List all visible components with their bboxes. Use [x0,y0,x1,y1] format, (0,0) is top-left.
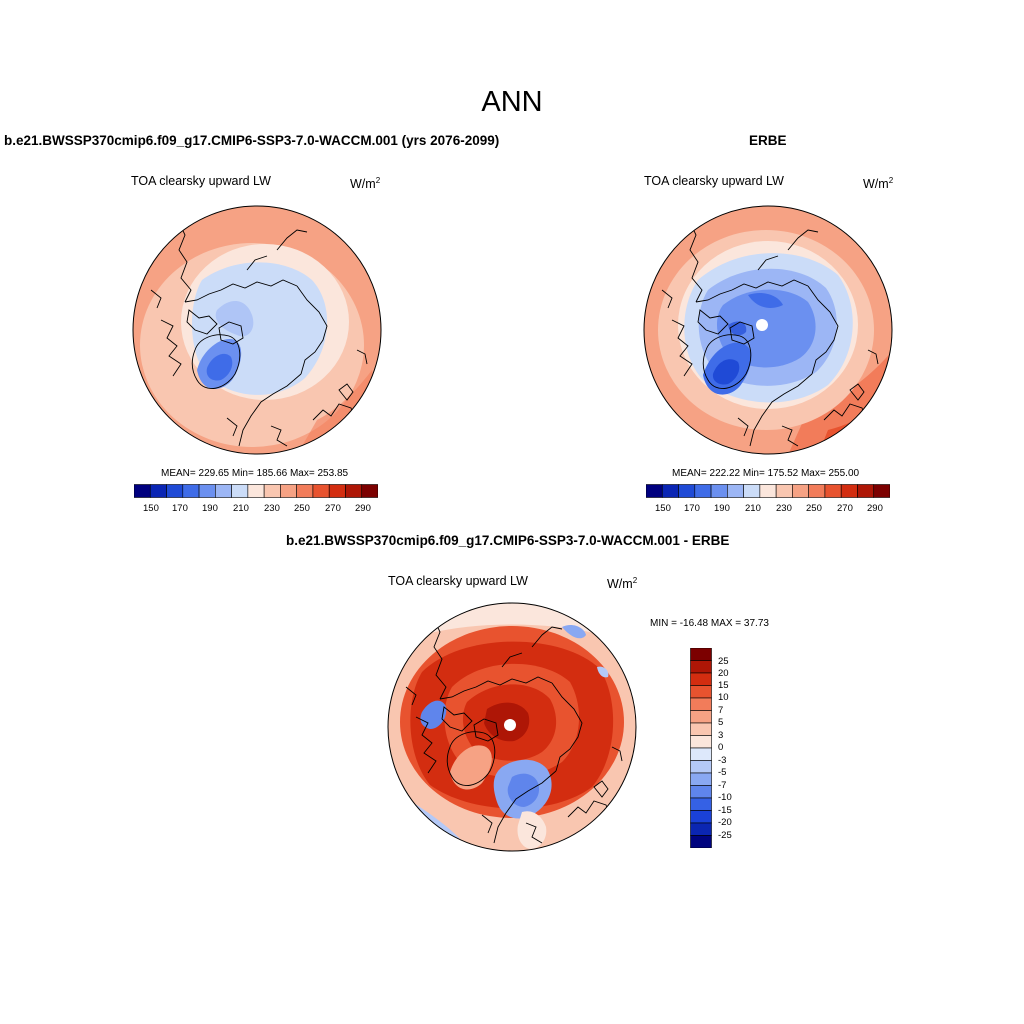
diff-colorbar-tick: 10 [718,692,729,703]
colorbar-box [678,484,696,498]
colorbar-box [646,484,663,498]
colorbar-box [710,484,728,498]
colorbar-box [312,484,330,498]
diff-colorbar-tick: 20 [718,668,729,679]
colorbar-box [690,722,712,736]
colorbar-box [690,822,712,836]
model-colorbar [134,484,378,498]
colorbar-box [231,484,249,498]
diff-colorbar [690,648,712,848]
colorbar-box [345,484,363,498]
colorbar-box [792,484,809,498]
obs-colorbar-tick: 270 [837,503,853,514]
colorbar-box [690,797,712,811]
figure-title: ANN [481,86,543,118]
diff-colorbar-tick: 5 [718,717,724,728]
model-colorbar-tick: 290 [355,503,371,514]
colorbar-box [328,484,346,498]
colorbar-box [690,735,712,749]
obs-colorbar [646,484,890,498]
obs-colorbar-tick: 290 [867,503,883,514]
colorbar-box [690,672,712,686]
colorbar-box [824,484,842,498]
diff-colorbar-tick: 3 [718,730,724,741]
colorbar-box [840,484,858,498]
diff-colorbar-tick: -15 [718,805,732,816]
colorbar-box [361,484,378,498]
obs-colorbar-tick: 210 [745,503,761,514]
diff-colorbar-tick: 0 [718,742,724,753]
colorbar-box [263,484,281,498]
obs-units-label: W/m2 [863,176,894,192]
diff-panel-title: b.e21.BWSSP370cmip6.f09_g17.CMIP6-SSP3-7… [286,533,730,548]
colorbar-box [247,484,265,498]
diff-colorbar-tick: -7 [718,780,727,791]
colorbar-box [873,484,890,498]
obs-panel-title: ERBE [749,133,787,148]
diff-colorbar-tick: -10 [718,792,732,803]
obs-polar-map [643,205,893,455]
colorbar-box [134,484,151,498]
colorbar-box [661,484,679,498]
diff-colorbar-tick: 25 [718,656,729,667]
colorbar-box [690,810,712,824]
diff-colorbar-tick: -25 [718,830,732,841]
colorbar-box [690,697,712,711]
diff-polar-map [387,602,637,852]
model-colorbar-tick: 150 [143,503,159,514]
model-panel-title: b.e21.BWSSP370cmip6.f09_g17.CMIP6-SSP3-7… [4,133,500,148]
obs-colorbar-tick: 190 [714,503,730,514]
colorbar-box [690,835,712,848]
obs-colorbar-tick: 170 [684,503,700,514]
colorbar-box [166,484,184,498]
colorbar-box [149,484,167,498]
model-colorbar-tick: 270 [325,503,341,514]
obs-colorbar-tick: 230 [776,503,792,514]
diff-variable-label: TOA clearsky upward LW [388,574,528,588]
colorbar-box [727,484,744,498]
model-polar-map [132,205,382,455]
model-stats-label: MEAN= 229.65 Min= 185.66 Max= 253.85 [161,468,349,479]
colorbar-box [808,484,826,498]
diff-colorbar-tick: -20 [718,817,732,828]
colorbar-box [743,484,761,498]
colorbar-box [759,484,777,498]
colorbar-box [690,710,712,724]
colorbar-box [198,484,216,498]
colorbar-box [690,648,712,661]
colorbar-box [690,785,712,799]
obs-stats-label: MEAN= 222.22 Min= 175.52 Max= 255.00 [672,468,860,479]
colorbar-box [280,484,297,498]
colorbar-box [215,484,232,498]
diff-colorbar-tick: 15 [718,680,729,691]
obs-colorbar-tick: 150 [655,503,671,514]
diff-units-label: W/m2 [607,576,638,592]
model-units-label: W/m2 [350,176,381,192]
obs-colorbar-tick: 250 [806,503,822,514]
model-variable-label: TOA clearsky upward LW [131,174,271,188]
colorbar-box [296,484,314,498]
colorbar-box [690,660,712,674]
colorbar-box [775,484,793,498]
diff-colorbar-tick: -3 [718,755,727,766]
colorbar-box [690,685,712,699]
diff-colorbar-tick: 7 [718,705,724,716]
model-colorbar-tick: 210 [233,503,249,514]
colorbar-box [690,760,712,774]
model-colorbar-tick: 230 [264,503,280,514]
obs-variable-label: TOA clearsky upward LW [644,174,784,188]
colorbar-box [694,484,712,498]
model-colorbar-tick: 250 [294,503,310,514]
colorbar-box [690,772,712,786]
diff-colorbar-tick: -5 [718,767,727,778]
model-colorbar-tick: 170 [172,503,188,514]
colorbar-box [182,484,200,498]
colorbar-box [857,484,875,498]
diff-minmax-label: MIN = -16.48 MAX = 37.73 [650,618,769,629]
colorbar-box [690,747,712,761]
model-colorbar-tick: 190 [202,503,218,514]
